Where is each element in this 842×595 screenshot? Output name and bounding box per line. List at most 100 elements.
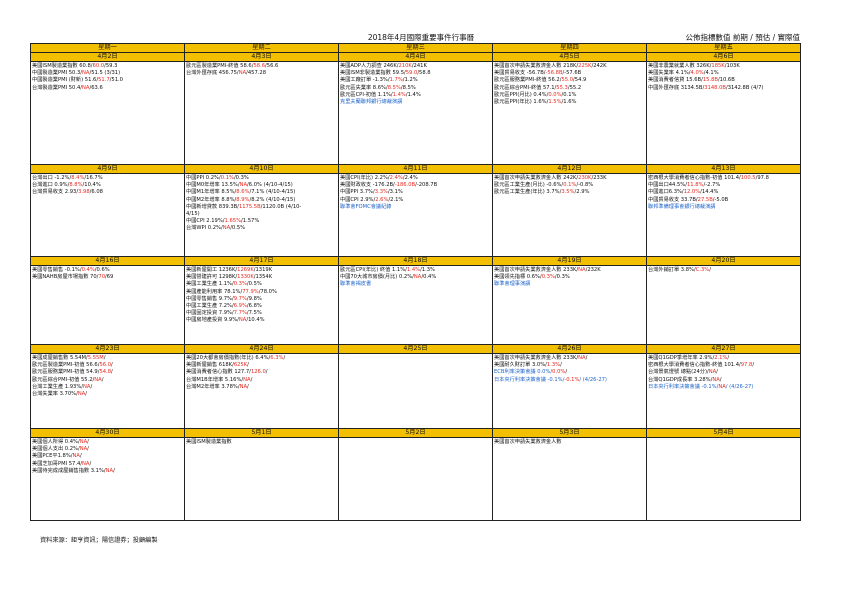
- event-line: 美國個人所得 0.4%/NA/: [32, 439, 183, 446]
- indicator-text: 歐元區PPI(月比) 0.4%/: [494, 91, 549, 98]
- forecast-value: NA: [82, 84, 90, 91]
- weekday-header-row: 星期一 星期二 星期三 星期四 星期五: [30, 43, 801, 53]
- indicator-text: /2.4%: [402, 175, 418, 181]
- event-line: 聯準會褐皮書: [340, 281, 491, 288]
- indicator-text: 美國消費者信心指數 127.7/: [186, 369, 251, 376]
- event-line: 美國耐久財訂單 3.0%/1.3%/: [494, 362, 645, 369]
- forecast-value: NA: [239, 182, 248, 189]
- indicator-text: 中國製造業PMI (財新) 51.6/: [32, 77, 99, 84]
- date-row: 4月9日 4月10日 4月11日 4月12日 4月13日: [30, 164, 801, 174]
- date-row: 4月16日 4月17日 4月18日 4月19日 4月20日: [30, 256, 801, 266]
- indicator-text: 台灣失業率 3.70%/: [32, 391, 78, 398]
- indicator-text: /: [101, 376, 104, 383]
- indicator-text: 美國工廠訂單 -1.3%/: [340, 77, 390, 84]
- event-line: 中國固定投資 7.9%/7.7%/7.5%: [186, 310, 337, 317]
- source-note: 資料來源：鉅亨資訊；陽信證券；投顧編製: [40, 537, 158, 544]
- indicator-text: 台灣外匯存底 456.75/: [186, 70, 239, 77]
- event-line: 歐元區服務業PMI-終值 56.2/55.0/54.9: [494, 77, 645, 84]
- indicator-text: 台灣出口 -1.2%/: [32, 175, 72, 181]
- event-line: 台灣外匯存底 456.75/NA/457.28: [186, 70, 337, 77]
- event-line: 美國首次申請失業救濟金人數: [494, 439, 645, 446]
- indicator-text: /-0.8%: [576, 182, 594, 189]
- events-cell: 台灣外銷訂單 3.8%/C.3%/: [646, 265, 801, 345]
- event-line: 台灣失業率 3.70%/NA/: [32, 391, 183, 398]
- event-line: 聯準會理事演講: [494, 281, 645, 288]
- date-cell: 4月5日: [492, 52, 647, 62]
- event-line: 美國消費者信心指數 127.7/126.0/: [186, 369, 337, 376]
- event-line: 中國PPI 3.7%/3.3%/3.1%: [340, 189, 491, 196]
- event-line: 中國房地產投資 9.9%/NA/10.4%: [186, 317, 337, 324]
- indicator-text: /457.28: [246, 70, 267, 77]
- event-line: 美國ISM製造業指數 60.8/60.0/59.3: [32, 63, 183, 70]
- indicator-text: 美國個人所得 0.4%/: [32, 439, 80, 445]
- indicator-text: 美國PCE平1.8%/: [32, 453, 73, 460]
- event-line: 美國ISM非製造業指數 59.5/59.0/58.8: [340, 70, 491, 77]
- indicator-text: 歐元區工業生產(月比) -0.6%/: [494, 182, 564, 189]
- events-row: 美國成屋銷售數 5.54M/5.55M/歐元區製造業PMI-初值 56.6/56…: [30, 353, 801, 429]
- event-line: 歐元區PPI(月比) 0.4%/0.0%/0.1%: [494, 92, 645, 99]
- indicator-text: 中國貿易收支 33.7B/: [648, 196, 698, 203]
- forecast-value: 5.55M: [87, 355, 104, 361]
- events-cell: 美國非農業就業人數 326K/185K/103K 美國失業率 4.1%/4.0%/…: [646, 61, 801, 165]
- indicator-text: 美國工業生產 1.1%/: [186, 281, 234, 288]
- event-line: 中國CPI 2.19%/1.65%/1.57%: [186, 218, 337, 225]
- indicator-text: 歐元區製造業PMI-終值 58.6/: [186, 63, 254, 69]
- date-cell: 5月2日: [338, 428, 493, 438]
- indicator-text: 美國領先指標 0.6%/: [494, 274, 542, 281]
- forecast-value: 3.98: [78, 189, 90, 196]
- forecast-value: NA: [413, 274, 422, 281]
- date-cell: 4月4日: [338, 52, 493, 62]
- event-line: 歐元區製造業PMI-終值 58.6/58.6/56.6: [186, 63, 337, 70]
- indicator-text: 美國ADP人力調查 246K/: [340, 63, 399, 69]
- forecast-value: -56.8B: [545, 70, 563, 77]
- event-line: 美國個人支出 0.2%/NA/: [32, 446, 183, 453]
- indicator-text: 美國財政收支 -176.2B/: [340, 182, 395, 189]
- event-line: 美國Q1GDP季增年率 2.9%/2.1%/: [648, 355, 799, 362]
- event-line: ECB利率決策會議 0.0%/0.0%/: [494, 369, 645, 376]
- event-line: 歐元區失業率 8.6%/8.5%/8.5%: [340, 85, 491, 92]
- indicator-text: /: [90, 383, 93, 390]
- date-cell: 5月1日: [184, 428, 339, 438]
- indicator-text: 中國工業生產 7.2%/: [186, 303, 234, 310]
- indicator-text: /0.4%: [421, 274, 437, 281]
- event-line: 中國PPI 0.2%/0.1%/0.3%: [186, 175, 337, 182]
- events-cell: 美國ISM製造業指數 60.8/60.0/59.3 中國製造業PMI 50.3/N…: [30, 61, 185, 165]
- event-line: 中國CPI 2.9%/2.6%/2.1%: [340, 197, 491, 204]
- forecast-value: 9.7%: [233, 295, 247, 302]
- forecast-value: 7.7%: [233, 310, 247, 317]
- indicator-text: /: [87, 446, 89, 453]
- indicator-text: /7.5%: [246, 310, 262, 317]
- event-line: 美國新屋銷售 618K/625K/: [186, 362, 337, 369]
- indicator-text: /8.5%: [400, 84, 416, 91]
- forecast-value: 2.4%: [389, 175, 403, 181]
- forecast-value: 4.0%: [690, 70, 704, 77]
- forecast-value: NA: [712, 376, 720, 383]
- date-cell: 4月9日: [30, 164, 185, 174]
- event-line: 歐元區綜合PMI-終值 57.1/55.3/55.2: [494, 85, 645, 92]
- indicator-text: /8.2% (4/10-4/15): [249, 196, 296, 203]
- date-cell: 4月23日: [30, 344, 185, 354]
- indicator-text: /: [103, 355, 106, 361]
- indicator-text: 4/15): [186, 211, 200, 218]
- indicator-text: /58.8: [417, 70, 431, 77]
- forecast-value: 185K: [711, 63, 725, 69]
- forecast-value: 12.0%: [683, 189, 701, 196]
- indicator-text: /232K: [585, 267, 601, 273]
- event-text: ECB利率決策會議 0.0%/: [494, 369, 553, 376]
- forecast-value: NA: [105, 467, 114, 474]
- date-cell: 5月4日: [646, 428, 801, 438]
- indicator-text: 歐元區服務業PMI-初值 54.9/: [32, 369, 100, 376]
- forecast-value: 210K: [398, 63, 412, 69]
- date-cell: 5月3日: [492, 428, 647, 438]
- indicator-text: 中國外匯存底 3134.5B/: [648, 84, 705, 91]
- indicator-text: /56.6: [265, 63, 279, 69]
- event-line: 中國新增貸款 839.3B/1175.5B/1120.0B (4/10-: [186, 204, 337, 211]
- event-text: 聯準會褐皮書: [340, 281, 372, 288]
- event-line: 中國工業生產 7.2%/6.9%/6.8%: [186, 303, 337, 310]
- indicator-text: /-57.6B: [562, 70, 582, 77]
- forecast-value: 27.5B: [697, 196, 713, 203]
- event-line: 中國出口44.5%/11.8%/-2.7%: [648, 182, 799, 189]
- event-line: 美國財政收支 -176.2B/-186.0B/-208.7B: [340, 182, 491, 189]
- event-line: 美國首次申請失業救濟金人數 233K/NA/: [494, 355, 645, 362]
- forecast-value: 1.4%: [392, 91, 406, 98]
